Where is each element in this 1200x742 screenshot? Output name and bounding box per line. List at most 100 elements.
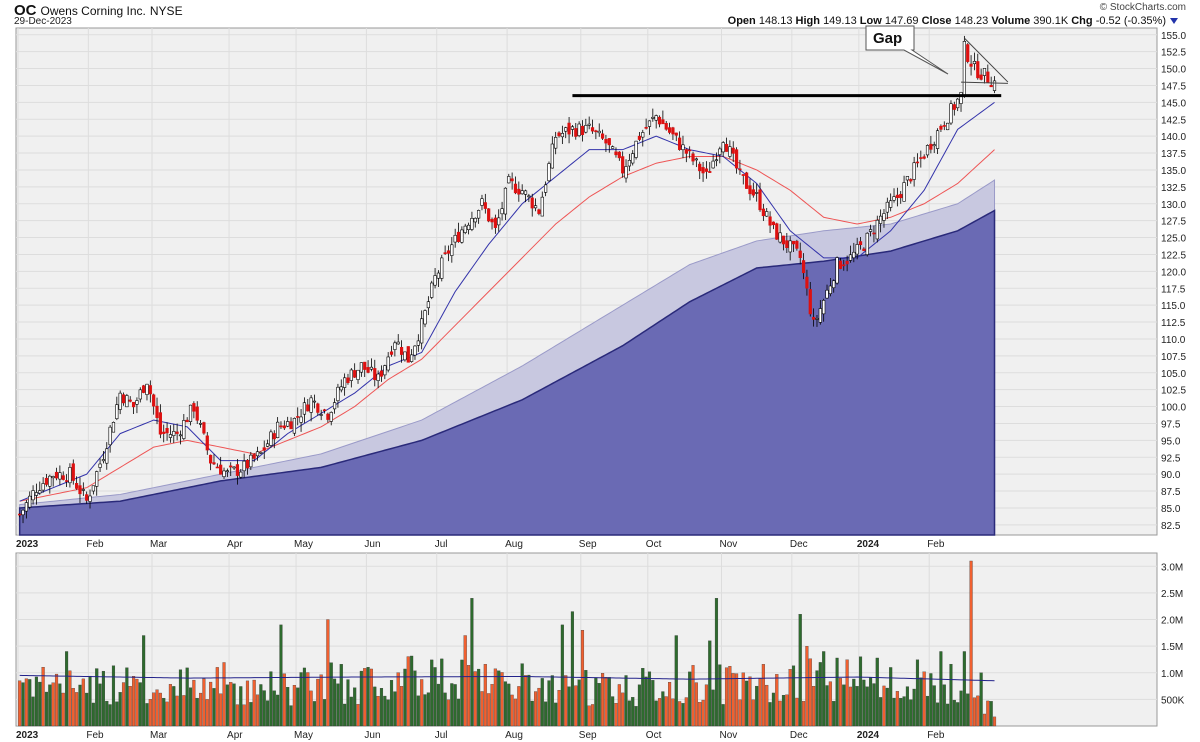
candle-body (674, 132, 678, 136)
month-label: Apr (227, 539, 243, 550)
candle-body (198, 422, 203, 425)
volume-bar (644, 676, 648, 727)
volume-bar (523, 675, 528, 727)
month-label: Jun (364, 730, 380, 741)
volume-bar (895, 691, 899, 727)
candle-body (909, 179, 913, 182)
month-label: Mar (150, 539, 168, 550)
candle-body (322, 409, 327, 412)
volume-bar (272, 690, 276, 727)
volume-bar (168, 684, 172, 727)
volume-bar (688, 671, 692, 727)
candle-body (600, 133, 605, 139)
volume-bar (765, 684, 769, 727)
price-tick-label: 112.5 (1161, 318, 1186, 329)
volume-bar (607, 677, 611, 727)
volume-bar (503, 681, 507, 727)
volume-bar (731, 673, 735, 727)
candle-body (88, 495, 92, 502)
candle-body (966, 44, 970, 62)
volume-bar (527, 674, 531, 727)
price-tick-label: 142.5 (1161, 115, 1186, 126)
volume-bar (279, 624, 283, 727)
volume-bar (899, 697, 903, 727)
candle-body (597, 130, 601, 134)
candle-body (326, 413, 330, 420)
volume-bar (426, 692, 430, 727)
candle-body (162, 431, 166, 434)
volume-bar (560, 624, 564, 727)
candle-body (185, 419, 189, 423)
volume-bar (574, 685, 578, 727)
volume-bar (95, 668, 99, 727)
candle-body (329, 412, 333, 422)
candle-body (952, 104, 956, 110)
month-label: Apr (227, 730, 243, 741)
change-down-arrow-icon (1170, 18, 1178, 24)
volume-bar (209, 681, 213, 727)
volume-bar (587, 705, 591, 727)
candle-body (456, 231, 461, 242)
volume-bar (872, 683, 876, 727)
volume-bar (369, 668, 373, 727)
candle-body (466, 224, 471, 231)
candle-body (148, 385, 152, 395)
candle-body (497, 217, 501, 226)
candle-body (420, 318, 424, 344)
candle-body (895, 194, 899, 198)
candle-body (38, 490, 42, 494)
candle-body (912, 162, 916, 180)
volume-bar (788, 669, 792, 727)
candle-body (383, 365, 387, 376)
price-tick-label: 125.0 (1161, 234, 1186, 245)
volume-bar (875, 657, 879, 727)
volume-bar (517, 686, 521, 727)
candle-body (664, 123, 668, 130)
candle-body (818, 308, 822, 323)
candle-body (399, 347, 404, 355)
triangle-upper-line (964, 37, 1009, 83)
volume-bar (467, 665, 471, 727)
volume-bar (255, 694, 260, 727)
volume-bar (165, 701, 169, 727)
candle-body (279, 425, 283, 428)
candle-body (28, 495, 32, 508)
month-label: Sep (579, 730, 597, 741)
volume-bar (433, 667, 437, 727)
volume-bar (905, 686, 909, 727)
volume-bar (188, 687, 193, 727)
volume-bar (111, 665, 116, 727)
volume-bar (473, 671, 477, 727)
volume-bar (936, 702, 940, 727)
candle-body (795, 240, 799, 249)
candle-body (902, 182, 906, 202)
volume-bar (396, 672, 400, 727)
volume-bar (664, 696, 668, 727)
candle-body (607, 138, 611, 146)
volume-bar (962, 651, 966, 727)
volume-bar (832, 701, 836, 727)
volume-bar (584, 670, 588, 727)
candle-body (225, 470, 229, 473)
candle-body (343, 377, 347, 388)
volume-bar (570, 611, 574, 727)
volume-bar (534, 691, 538, 727)
volume-bar (611, 696, 615, 727)
volume-bar (132, 676, 136, 727)
candle-body (956, 98, 960, 109)
volume-bar (242, 704, 246, 727)
volume-bar (359, 670, 363, 727)
volume-bar (778, 700, 782, 727)
volume-bar (128, 686, 132, 727)
candle-body (339, 386, 343, 391)
volume-bar (500, 672, 504, 727)
volume-bar (564, 675, 568, 727)
volume-bar (185, 667, 189, 727)
volume-bar (379, 688, 384, 727)
candle-body (972, 61, 977, 65)
volume-bar (490, 684, 494, 727)
volume-bar (912, 688, 916, 727)
candle-body (721, 142, 725, 153)
volume-bar (845, 659, 849, 727)
candle-body (503, 187, 508, 215)
